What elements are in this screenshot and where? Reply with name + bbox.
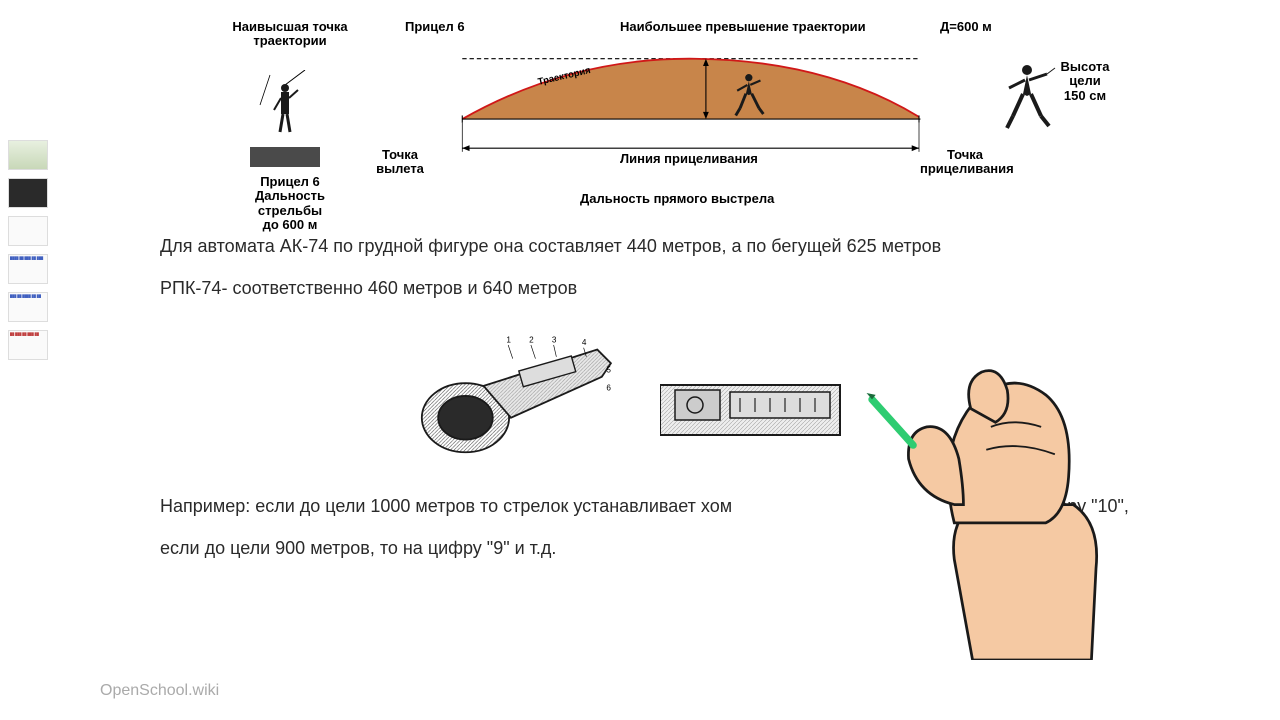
thumbnail-sidebar: ████ ██ ███ ██ ███ ███ ██ ████ ██ ██ ██ …	[8, 140, 58, 360]
label-direct-range: Дальность прямого выстрела	[580, 192, 774, 206]
para3-part-a: Например: если до цели 1000 метров то ст…	[160, 496, 732, 516]
rear-sight-image-right	[660, 330, 860, 460]
svg-text:6: 6	[606, 383, 611, 392]
thumb-2[interactable]	[8, 178, 48, 208]
svg-text:1: 1	[506, 335, 511, 344]
rear-sight-image-left: 1 2 3 4 5 6	[420, 330, 620, 460]
svg-text:3: 3	[552, 335, 557, 344]
trajectory-diagram: Наивысшая точка траектории Прицел 6 Приц…	[200, 20, 1100, 220]
label-departure: Точка вылета	[370, 148, 430, 177]
paragraph-1: Для автомата АК-74 по грудной фигуре она…	[160, 230, 1260, 262]
label-aiming-line: Линия прицеливания	[620, 152, 758, 166]
svg-text:2: 2	[529, 335, 534, 344]
thumb-3[interactable]	[8, 216, 48, 246]
label-max-elevation: Наибольшее превышение траектории	[620, 20, 866, 34]
thumb-5[interactable]: ███ ██ ████ ██ ██	[8, 292, 48, 322]
label-aiming-point: Точка прицеливания	[920, 148, 1010, 177]
paragraph-2: РПК-74- соответственно 460 метров и 640 …	[160, 272, 1260, 304]
label-sight-6: Прицел 6	[405, 20, 465, 34]
svg-text:5: 5	[606, 365, 611, 374]
svg-text:4: 4	[582, 338, 587, 347]
thumb-6[interactable]: ██ ███ ██ ███ ██	[8, 330, 48, 360]
drawing-hand-overlay	[860, 340, 1140, 660]
thumb-1[interactable]	[8, 140, 48, 170]
label-highest-point: Наивысшая точка траектории	[230, 20, 350, 49]
thumb-4[interactable]: ████ ██ ███ ██ ███	[8, 254, 48, 284]
label-target-height: Высота цели 150 см	[1055, 60, 1115, 103]
watermark: OpenSchool.wiki	[100, 682, 219, 700]
label-sight-range: Прицел 6 Дальность стрельбы до 600 м	[230, 175, 350, 232]
shooter-figure	[250, 70, 320, 170]
label-distance: Д=600 м	[940, 20, 992, 34]
